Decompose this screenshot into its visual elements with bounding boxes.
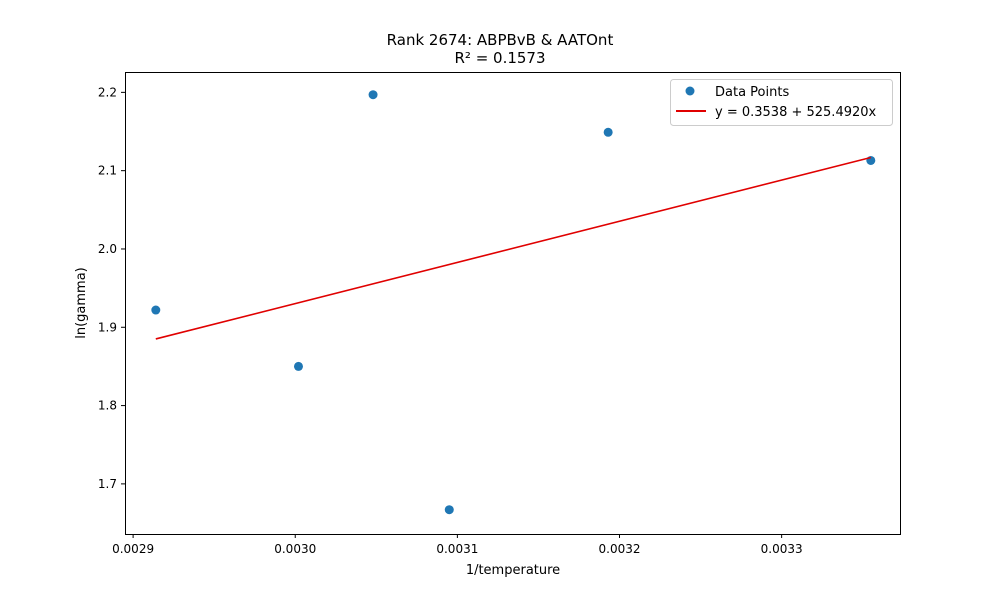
x-tick-label: 0.0032 bbox=[599, 542, 641, 556]
y-tick-label: 2.1 bbox=[98, 164, 117, 178]
x-tick-label: 0.0031 bbox=[436, 542, 478, 556]
legend-label-data-points: Data Points bbox=[715, 85, 789, 100]
x-tick-label: 0.0029 bbox=[112, 542, 154, 556]
data-point bbox=[444, 505, 454, 515]
data-point bbox=[293, 361, 303, 371]
data-point bbox=[603, 127, 613, 137]
legend-label-fit-line: y = 0.3538 + 525.4920x bbox=[715, 105, 877, 120]
chart-title: Rank 2674: ABPBvB & AATOnt bbox=[386, 31, 614, 49]
y-tick-label: 2.2 bbox=[98, 85, 117, 99]
y-tick-label: 1.8 bbox=[98, 399, 117, 413]
regression-line bbox=[155, 156, 872, 340]
y-tick-label: 2.0 bbox=[98, 242, 117, 256]
legend: Data Points y = 0.3538 + 525.4920x bbox=[670, 79, 893, 126]
plot-frame bbox=[125, 72, 901, 535]
x-tick-label: 0.0030 bbox=[274, 542, 316, 556]
legend-marker-data-points bbox=[685, 86, 695, 96]
y-tick-label: 1.7 bbox=[98, 477, 117, 491]
y-tick-label: 1.9 bbox=[98, 320, 117, 334]
y-axis-label: ln(gamma) bbox=[74, 267, 89, 339]
data-point bbox=[866, 155, 876, 165]
data-point bbox=[151, 305, 161, 315]
data-point bbox=[368, 90, 378, 100]
x-tick-label: 0.0033 bbox=[761, 542, 803, 556]
legend-box bbox=[670, 79, 893, 126]
x-axis-label: 1/temperature bbox=[466, 563, 560, 578]
chart-subtitle: R² = 0.1573 bbox=[454, 49, 546, 67]
